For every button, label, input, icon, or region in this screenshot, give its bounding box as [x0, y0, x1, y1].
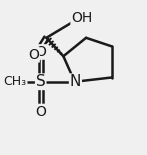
- Text: O: O: [35, 104, 46, 119]
- Text: CH₃: CH₃: [4, 75, 27, 88]
- Text: O: O: [35, 45, 46, 59]
- Text: N: N: [70, 74, 81, 89]
- Text: O: O: [28, 48, 39, 62]
- Text: S: S: [36, 74, 46, 89]
- Text: OH: OH: [71, 11, 92, 25]
